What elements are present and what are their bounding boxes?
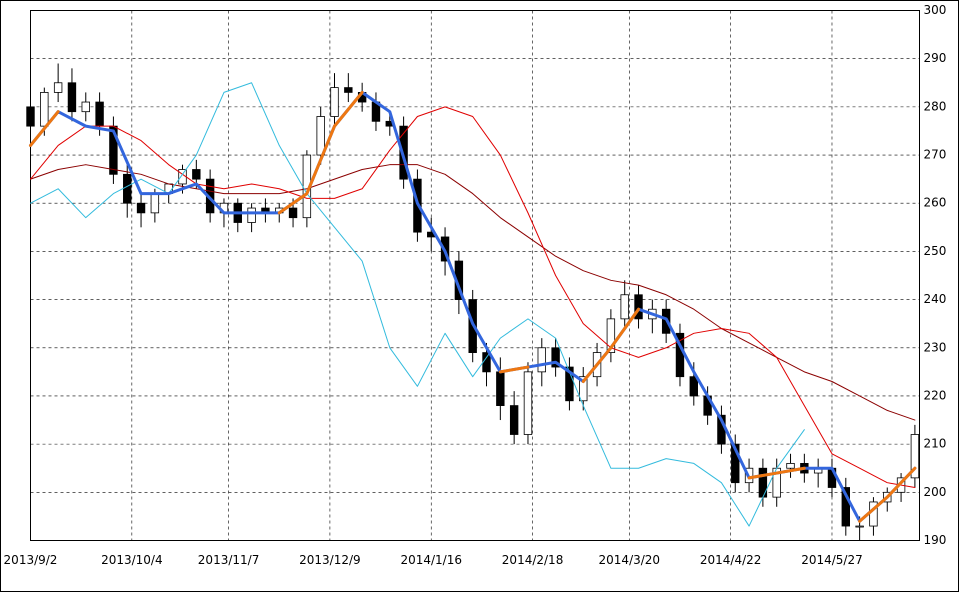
- candle-body: [910, 434, 920, 479]
- x-tick-label: 2013/9/2: [4, 553, 58, 567]
- candle-body: [841, 487, 851, 527]
- y-tick-label: 280: [924, 99, 947, 113]
- indicator-line: [30, 164, 916, 421]
- candle-body: [192, 169, 201, 180]
- indicator-line: [29, 90, 917, 523]
- candle-body: [123, 173, 132, 204]
- candle-body: [150, 193, 160, 214]
- candle-body: [689, 376, 698, 397]
- candle-body: [482, 352, 491, 373]
- x-tick-label: 2014/5/27: [801, 553, 863, 567]
- candle-body: [496, 371, 505, 406]
- candle-body: [95, 101, 104, 127]
- candle-body: [81, 101, 90, 113]
- candle-body: [551, 347, 560, 368]
- candle-body: [67, 82, 77, 113]
- candle-body: [330, 87, 339, 117]
- x-tick-label: 2014/1/16: [400, 553, 462, 567]
- candle-body: [855, 525, 864, 528]
- candle-body: [40, 92, 49, 127]
- candle-body: [523, 371, 533, 435]
- y-tick-label: 270: [924, 148, 947, 162]
- y-tick-label: 290: [924, 51, 947, 65]
- y-tick-label: 300: [924, 3, 947, 17]
- candle-body: [26, 106, 35, 127]
- candle-body: [731, 443, 740, 484]
- candle-body: [565, 366, 574, 402]
- x-tick-label: 2014/4/22: [700, 553, 762, 567]
- y-tick-label: 210: [924, 437, 947, 451]
- x-tick-label: 2013/11/7: [198, 553, 260, 567]
- candle-body: [634, 294, 643, 320]
- candle-body: [509, 405, 519, 435]
- candle-body: [344, 87, 353, 93]
- y-tick-label: 220: [924, 388, 947, 402]
- candle-body: [247, 207, 256, 223]
- x-tick-label: 2014/2/18: [502, 553, 564, 567]
- y-tick-label: 240: [924, 292, 947, 306]
- candle-body: [786, 463, 795, 469]
- candle-body: [579, 376, 588, 402]
- y-tick-label: 190: [924, 533, 947, 547]
- y-tick-label: 250: [924, 244, 947, 258]
- candle-body: [606, 318, 616, 353]
- candle-body: [53, 82, 63, 93]
- candle-body: [620, 294, 629, 320]
- x-tick-label: 2013/12/9: [299, 553, 361, 567]
- candle-body: [537, 347, 546, 373]
- candle-body: [316, 116, 325, 156]
- candle-body: [136, 202, 146, 214]
- x-tick-label: 2013/10/4: [101, 553, 163, 567]
- candle-body: [758, 467, 768, 498]
- indicator-line: [30, 106, 916, 488]
- y-tick-label: 260: [924, 196, 947, 210]
- y-tick-label: 230: [924, 340, 947, 354]
- indicator-line: [30, 82, 805, 527]
- y-tick-label: 200: [924, 485, 947, 499]
- x-tick-label: 2014/3/20: [599, 553, 661, 567]
- candle-body: [288, 207, 298, 219]
